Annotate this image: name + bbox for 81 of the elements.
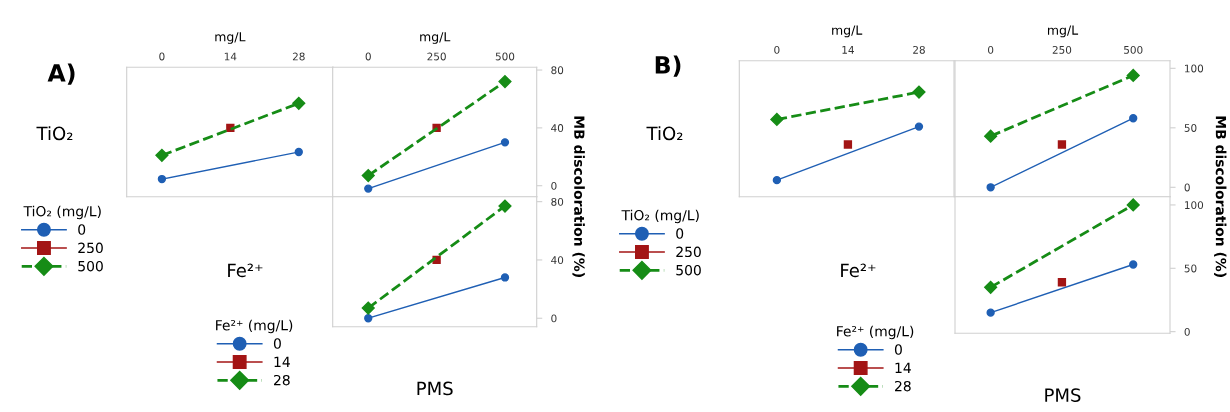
x-tick-label: 0 <box>159 52 165 61</box>
point <box>843 140 853 149</box>
x-tick-label: 28 <box>913 45 925 54</box>
y-tick-label: 80 <box>551 197 564 206</box>
point <box>1057 278 1067 287</box>
x-tick-label: 250 <box>1052 45 1072 54</box>
legend-label: 0 <box>676 228 684 239</box>
x-tick-label: 500 <box>1124 45 1143 54</box>
x-axis-title: mg/L <box>1047 25 1079 38</box>
x-tick-label: 0 <box>988 45 994 54</box>
point <box>292 96 306 110</box>
legend-label: 14 <box>895 362 911 373</box>
text: TiO₂ <box>36 126 73 141</box>
legend-label: 14 <box>274 356 290 367</box>
point <box>1126 198 1140 212</box>
legend-label: 500 <box>676 264 701 276</box>
legend-label: 0 <box>273 338 281 349</box>
point <box>914 122 924 131</box>
y-tick-label: 0 <box>1184 327 1190 336</box>
point <box>772 175 782 185</box>
x-tick-label: 250 <box>427 52 446 61</box>
point <box>498 199 512 213</box>
point <box>1057 140 1067 149</box>
point <box>770 112 784 127</box>
text: Fe²⁺ <box>228 263 263 278</box>
point <box>498 75 512 89</box>
legend-title: Fe²⁺ (mg/L) <box>837 325 914 340</box>
point <box>361 169 375 183</box>
legend-label: 0 <box>78 224 86 235</box>
point <box>500 138 510 147</box>
x-tick-label: 500 <box>495 52 515 61</box>
x-tick-label: 28 <box>292 52 305 61</box>
point <box>294 147 303 157</box>
legend-label: 500 <box>78 260 103 272</box>
legend-label: 0 <box>894 344 902 355</box>
y-tick-label: 80 <box>551 66 564 75</box>
point <box>986 308 995 317</box>
y-tick-label: 0 <box>551 314 557 323</box>
x-axis-title: PMS <box>417 381 453 396</box>
y-tick-label: 40 <box>551 124 564 132</box>
legend-label: 250 <box>78 242 103 254</box>
point <box>984 280 998 294</box>
text: TiO₂ <box>646 126 683 141</box>
text: Fe²⁺ <box>841 263 876 278</box>
x-tick-label: 14 <box>224 52 237 61</box>
y-tick-label: 50 <box>1184 124 1197 132</box>
point <box>157 174 167 184</box>
point <box>364 314 373 323</box>
y-tick-label: 0 <box>551 181 557 190</box>
point <box>1129 114 1138 123</box>
chart-title: B) <box>655 55 681 77</box>
y-tick-label: 0 <box>1184 183 1190 192</box>
point <box>155 148 169 162</box>
point <box>361 301 375 315</box>
y-tick-label: 100 <box>1185 64 1204 73</box>
legend-label: 250 <box>676 246 701 258</box>
x-tick-label: 0 <box>365 52 371 61</box>
legend-label: 28 <box>895 380 911 392</box>
point <box>1129 260 1138 269</box>
point <box>1126 68 1140 83</box>
point <box>364 184 373 193</box>
legend-title: Fe²⁺ (mg/L) <box>216 319 293 334</box>
legend-label: 28 <box>274 374 290 386</box>
point <box>500 273 510 282</box>
x-tick-label: 0 <box>774 45 780 54</box>
x-axis-title: mg/L <box>215 32 246 44</box>
point <box>984 129 998 143</box>
legend-title: TiO₂ (mg/L) <box>23 205 101 220</box>
x-axis-title: PMS <box>1045 388 1081 402</box>
y-tick-label: 40 <box>551 256 564 265</box>
y-tick-label: 50 <box>1184 264 1197 273</box>
y-axis-title: MB discoloration (%) <box>1214 116 1227 277</box>
legend-title: TiO₂ (mg/L) <box>621 209 699 224</box>
y-axis-title: MB discoloration (%) <box>572 116 585 277</box>
x-tick-label: 14 <box>842 46 854 54</box>
y-tick-label: 100 <box>1185 201 1204 210</box>
point <box>912 85 926 99</box>
x-axis-title: mg/L <box>420 32 451 44</box>
point <box>986 183 995 192</box>
x-axis-title: mg/L <box>832 25 863 38</box>
chart-title: A) <box>47 63 75 85</box>
